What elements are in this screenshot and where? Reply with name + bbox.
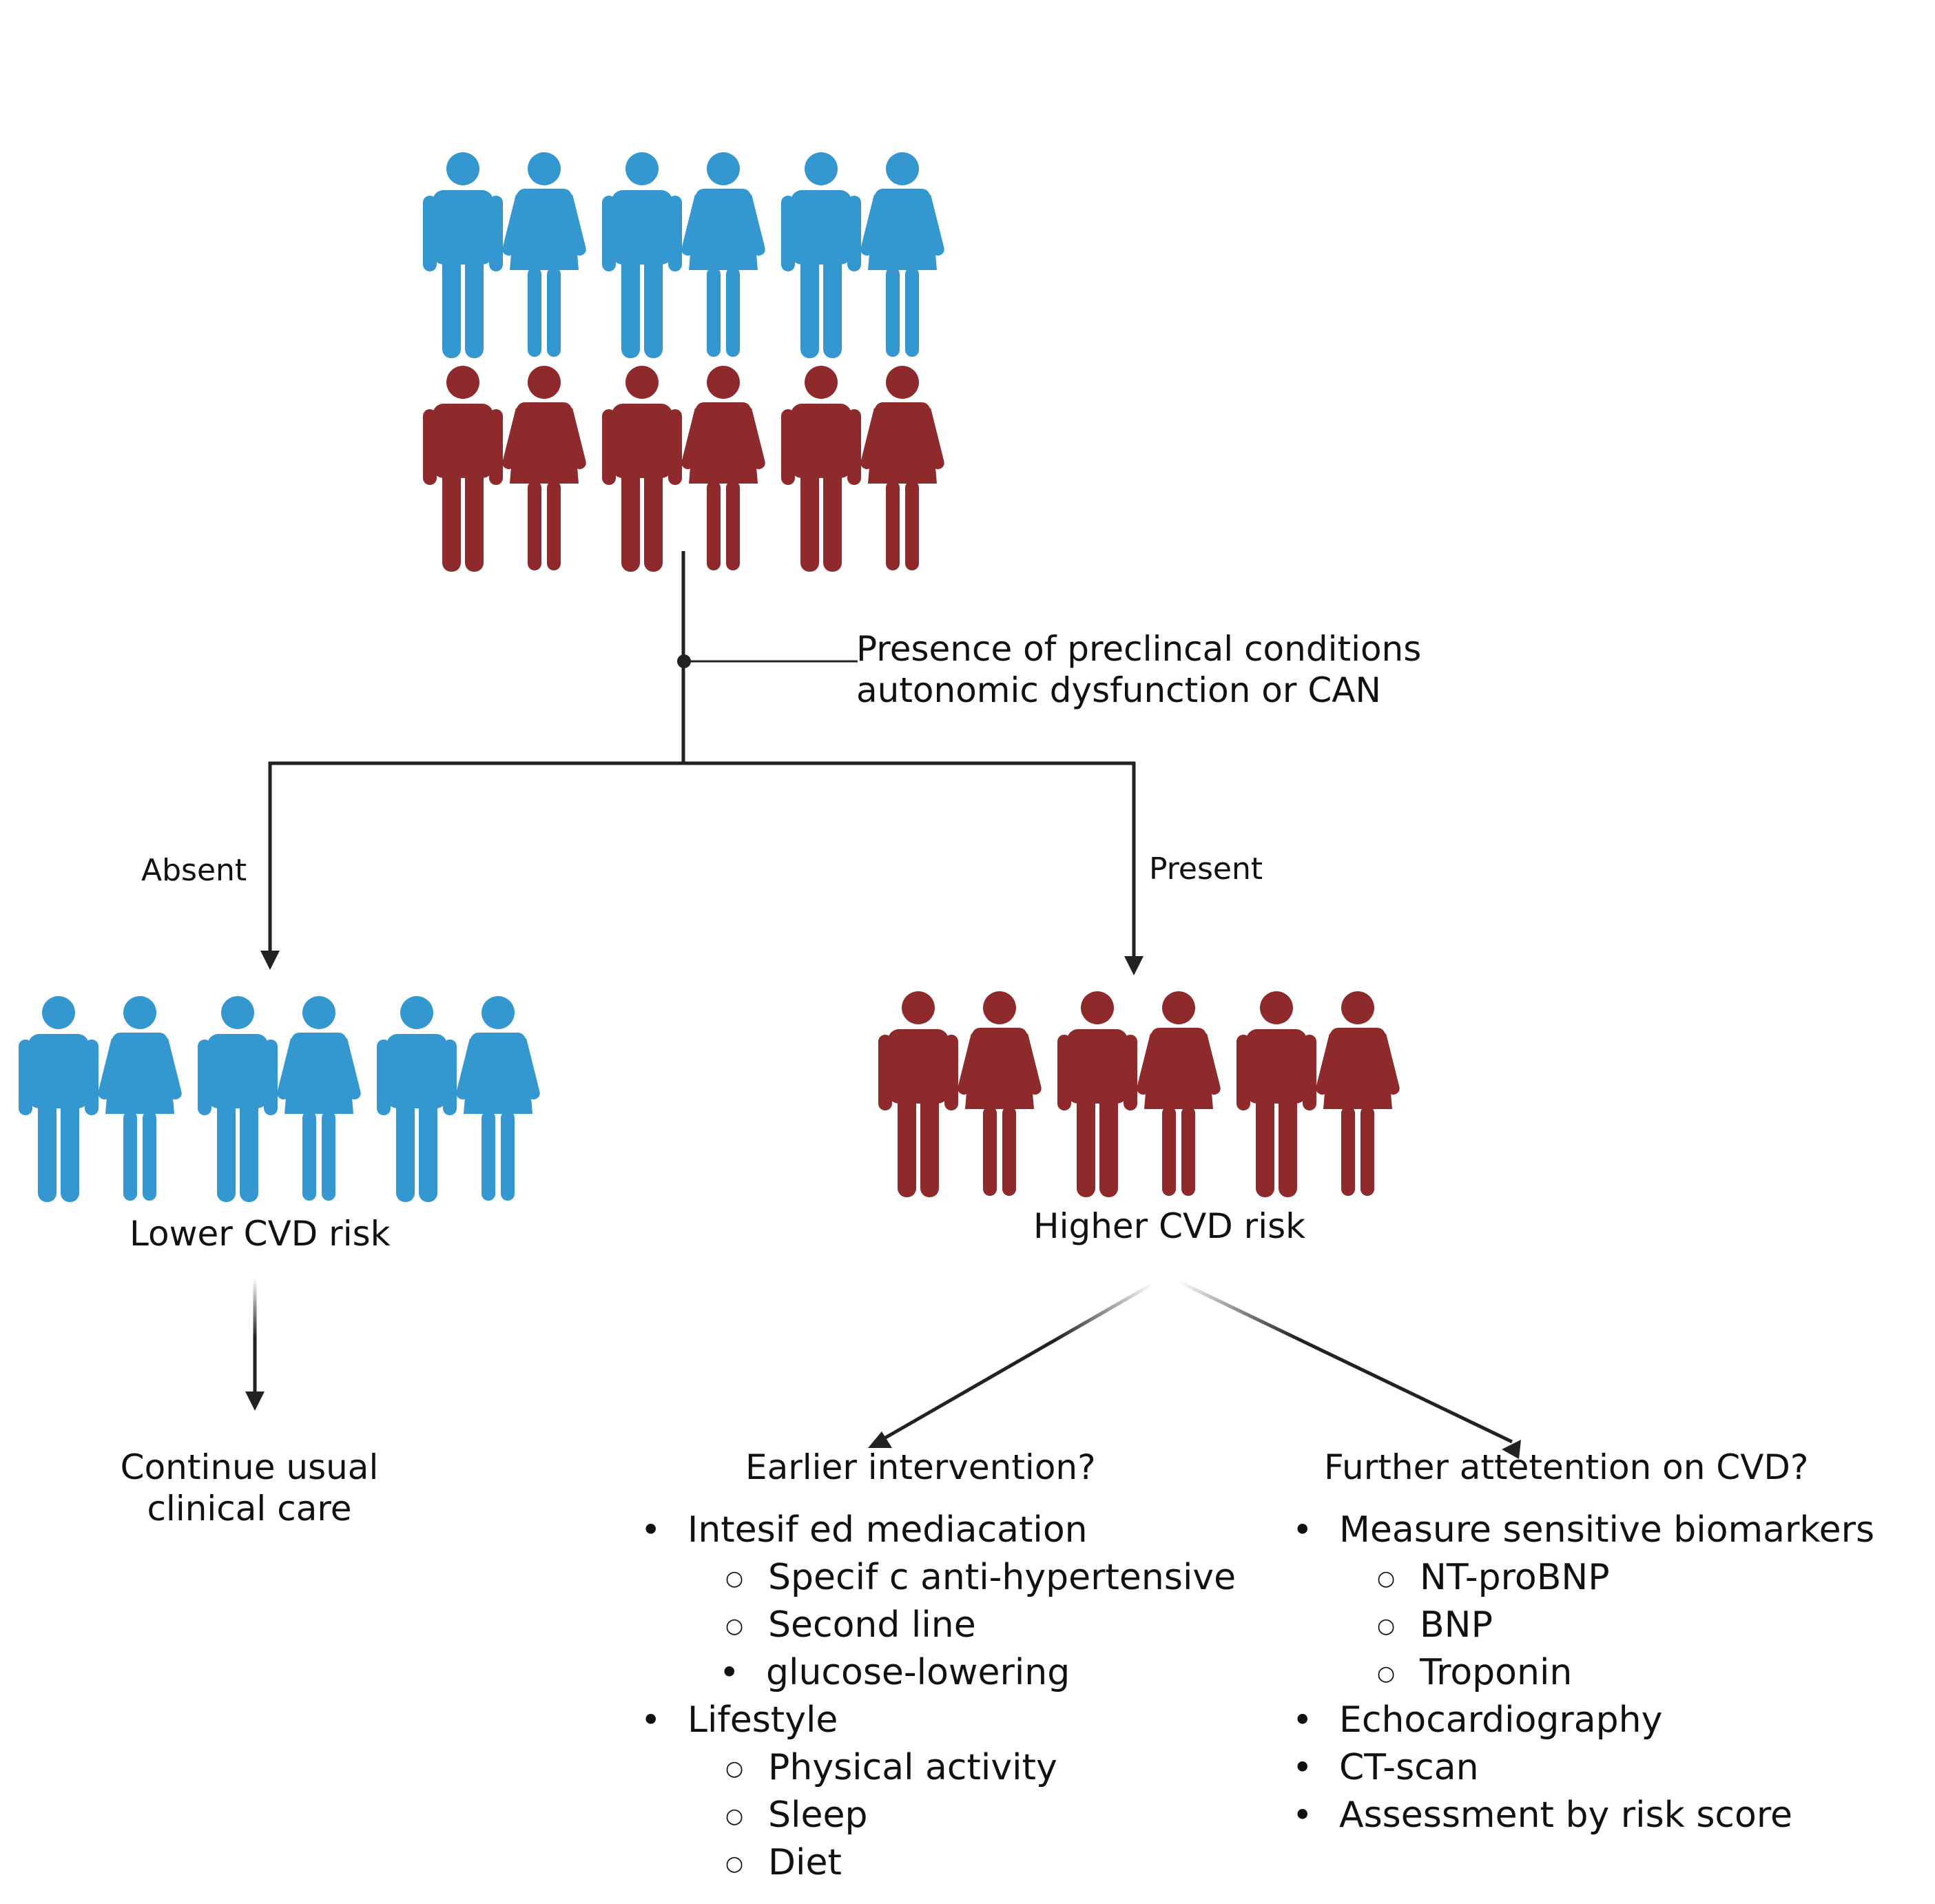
question-line-1: Presence of preclincal conditions [856,629,1422,669]
list-item: CT-scan [1292,1743,1478,1792]
male-person-icon [423,152,503,358]
female-person-icon [958,991,1042,1196]
male-person-icon [878,991,958,1197]
female-person-icon [860,152,944,357]
arrowheads [245,951,1521,1459]
question-line-2: autonomic dysfunction or CAN [856,670,1381,710]
sub-list-item: Diet [725,1839,842,1888]
female-person-icon [98,996,182,1201]
sub-list-item: Physical activity [725,1743,1057,1793]
sub-list-item: BNP [1377,1601,1493,1651]
sub-list-item: Sleep [725,1791,868,1841]
lower-risk-label: Lower CVD risk [130,1214,391,1254]
male-person-icon [423,366,503,572]
female-person-icon [456,996,540,1201]
list-item: Measure sensitive biomarkers [1292,1506,1874,1554]
further-arrowhead [1502,1440,1521,1459]
male-person-icon [1236,991,1316,1197]
male-person-icon [602,152,682,358]
female-person-icon [502,152,586,357]
female-person-icon [681,366,765,570]
sub-list-item: Specif c anti-hypertensive [725,1553,1236,1603]
absent-arrowhead [260,951,280,970]
sub-list-item: Troponin [1377,1648,1572,1698]
earlier-arrow-line [877,1279,1159,1444]
female-person-icon [681,152,765,357]
sub-list-item: NT-proBNP [1377,1553,1610,1603]
question-label: Presence of preclincal conditions autono… [856,628,1421,711]
higher-risk-group [878,991,1400,1197]
continue-line-2: clinical care [147,1489,352,1529]
continue-care-label: Continue usual clinical care [115,1447,384,1529]
list-item: Assessment by risk score [1292,1791,1792,1839]
list-item: Echocardiography [1292,1696,1662,1744]
absent-label: Absent [141,853,247,888]
lower-risk-group [19,996,540,1202]
present-arrowhead [1124,956,1144,975]
continue-line-1: Continue usual [120,1447,379,1487]
continue-arrowhead [245,1391,265,1411]
further-arrow-line [1177,1279,1513,1444]
list-item: Intesif ed mediacation [641,1506,1088,1554]
male-person-icon [781,366,861,572]
further-attention-title: Further attetention on CVD? [1324,1447,1809,1487]
present-label: Present [1149,851,1263,887]
female-person-icon [860,366,944,570]
male-person-icon [1057,991,1137,1197]
female-person-icon [1316,991,1400,1196]
earlier-arrowhead [868,1431,892,1448]
female-person-icon [1137,991,1221,1196]
female-person-icon [502,366,586,570]
earlier-intervention-title: Earlier intervention? [745,1447,1096,1487]
sub-list-item: Second line [725,1601,976,1651]
list-item: Lifestyle [641,1696,838,1744]
junction-dot [677,654,691,668]
male-person-icon [19,996,99,1202]
female-person-icon [277,996,361,1201]
male-person-icon [377,996,457,1202]
list-item-continuation: glucose-lowering [719,1648,1070,1697]
male-person-icon [781,152,861,358]
male-person-icon [198,996,278,1202]
population-group [423,152,944,572]
higher-risk-label: Higher CVD risk [1033,1206,1306,1246]
male-person-icon [602,366,682,572]
